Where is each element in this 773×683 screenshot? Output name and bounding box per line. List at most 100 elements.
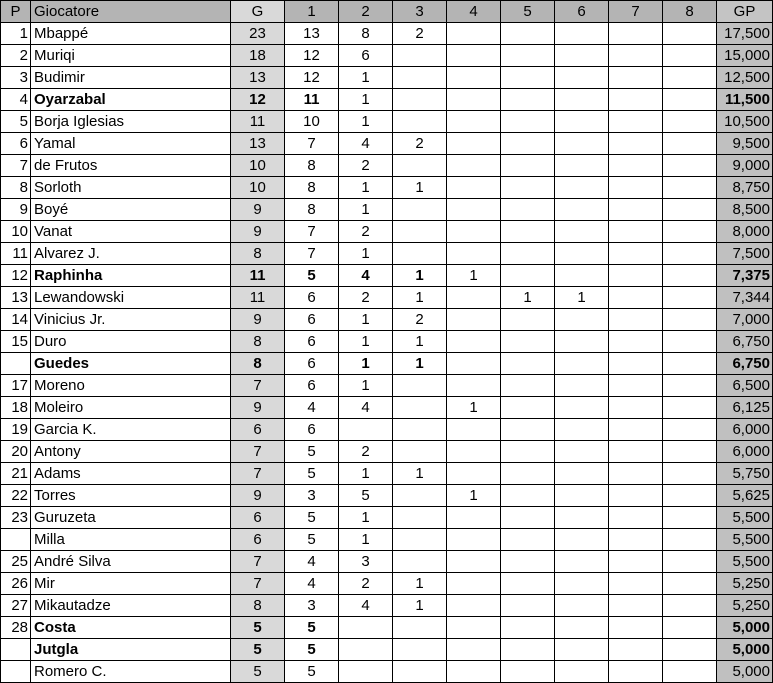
cell-p[interactable]: 3 bbox=[0, 66, 31, 89]
cell-gp[interactable]: 10,500 bbox=[716, 110, 773, 133]
cell-c6[interactable] bbox=[554, 550, 609, 573]
cell-gp[interactable]: 5,250 bbox=[716, 594, 773, 617]
cell-c8[interactable] bbox=[662, 44, 717, 67]
cell-g[interactable]: 11 bbox=[230, 110, 285, 133]
cell-c8[interactable] bbox=[662, 286, 717, 309]
cell-c1[interactable]: 5 bbox=[284, 616, 339, 639]
cell-gp[interactable]: 6,000 bbox=[716, 418, 773, 441]
cell-name[interactable]: Vanat bbox=[30, 220, 231, 243]
cell-p[interactable]: 12 bbox=[0, 264, 31, 287]
cell-name[interactable]: André Silva bbox=[30, 550, 231, 573]
cell-c2[interactable]: 1 bbox=[338, 330, 393, 353]
cell-c1[interactable]: 10 bbox=[284, 110, 339, 133]
cell-c1[interactable]: 13 bbox=[284, 22, 339, 45]
cell-c3[interactable] bbox=[392, 88, 447, 111]
cell-c3[interactable] bbox=[392, 418, 447, 441]
cell-c4[interactable] bbox=[446, 550, 501, 573]
cell-c3[interactable] bbox=[392, 638, 447, 661]
cell-g[interactable]: 9 bbox=[230, 308, 285, 331]
cell-gp[interactable]: 8,000 bbox=[716, 220, 773, 243]
cell-gp[interactable]: 5,500 bbox=[716, 550, 773, 573]
cell-c4[interactable] bbox=[446, 638, 501, 661]
cell-gp[interactable]: 8,750 bbox=[716, 176, 773, 199]
cell-c5[interactable] bbox=[500, 132, 555, 155]
cell-c1[interactable]: 6 bbox=[284, 330, 339, 353]
cell-g[interactable]: 6 bbox=[230, 418, 285, 441]
cell-c5[interactable] bbox=[500, 550, 555, 573]
cell-name[interactable]: Guruzeta bbox=[30, 506, 231, 529]
cell-c8[interactable] bbox=[662, 264, 717, 287]
cell-gp[interactable]: 7,000 bbox=[716, 308, 773, 331]
cell-c3[interactable] bbox=[392, 660, 447, 683]
cell-c8[interactable] bbox=[662, 440, 717, 463]
cell-c1[interactable]: 4 bbox=[284, 572, 339, 595]
cell-c2[interactable]: 4 bbox=[338, 132, 393, 155]
cell-c4[interactable] bbox=[446, 506, 501, 529]
cell-c5[interactable] bbox=[500, 462, 555, 485]
cell-c4[interactable] bbox=[446, 440, 501, 463]
cell-name[interactable]: Yamal bbox=[30, 132, 231, 155]
cell-gp[interactable]: 11,500 bbox=[716, 88, 773, 111]
cell-name[interactable]: Jutgla bbox=[30, 638, 231, 661]
cell-c8[interactable] bbox=[662, 132, 717, 155]
cell-c1[interactable]: 4 bbox=[284, 550, 339, 573]
cell-c8[interactable] bbox=[662, 110, 717, 133]
cell-c3[interactable] bbox=[392, 198, 447, 221]
cell-c1[interactable]: 7 bbox=[284, 242, 339, 265]
cell-g[interactable]: 5 bbox=[230, 660, 285, 683]
cell-c6[interactable] bbox=[554, 330, 609, 353]
cell-p[interactable]: 11 bbox=[0, 242, 31, 265]
cell-gp[interactable]: 9,000 bbox=[716, 154, 773, 177]
cell-g[interactable]: 6 bbox=[230, 506, 285, 529]
cell-c5[interactable] bbox=[500, 220, 555, 243]
cell-c3[interactable] bbox=[392, 66, 447, 89]
cell-c7[interactable] bbox=[608, 528, 663, 551]
cell-name[interactable]: Alvarez J. bbox=[30, 242, 231, 265]
cell-c2[interactable]: 1 bbox=[338, 198, 393, 221]
cell-c6[interactable] bbox=[554, 418, 609, 441]
cell-gp[interactable]: 7,375 bbox=[716, 264, 773, 287]
cell-name[interactable]: Moleiro bbox=[30, 396, 231, 419]
cell-c2[interactable]: 2 bbox=[338, 220, 393, 243]
cell-c5[interactable] bbox=[500, 440, 555, 463]
cell-c5[interactable] bbox=[500, 44, 555, 67]
cell-c4[interactable]: 1 bbox=[446, 264, 501, 287]
cell-c8[interactable] bbox=[662, 396, 717, 419]
cell-c1[interactable]: 12 bbox=[284, 44, 339, 67]
cell-c5[interactable] bbox=[500, 110, 555, 133]
cell-c1[interactable]: 7 bbox=[284, 220, 339, 243]
cell-c8[interactable] bbox=[662, 594, 717, 617]
cell-g[interactable]: 9 bbox=[230, 484, 285, 507]
cell-p[interactable] bbox=[0, 352, 31, 375]
cell-c5[interactable] bbox=[500, 594, 555, 617]
cell-c3[interactable] bbox=[392, 374, 447, 397]
cell-c5[interactable] bbox=[500, 264, 555, 287]
header-c8[interactable]: 8 bbox=[662, 0, 717, 23]
cell-c4[interactable] bbox=[446, 660, 501, 683]
cell-c1[interactable]: 5 bbox=[284, 660, 339, 683]
cell-c6[interactable] bbox=[554, 374, 609, 397]
cell-gp[interactable]: 17,500 bbox=[716, 22, 773, 45]
cell-c1[interactable]: 6 bbox=[284, 418, 339, 441]
cell-c2[interactable]: 2 bbox=[338, 572, 393, 595]
cell-p[interactable]: 1 bbox=[0, 22, 31, 45]
cell-c7[interactable] bbox=[608, 286, 663, 309]
cell-name[interactable]: Sorloth bbox=[30, 176, 231, 199]
cell-c6[interactable] bbox=[554, 440, 609, 463]
cell-c5[interactable] bbox=[500, 484, 555, 507]
cell-g[interactable]: 9 bbox=[230, 198, 285, 221]
cell-gp[interactable]: 5,250 bbox=[716, 572, 773, 595]
cell-c8[interactable] bbox=[662, 22, 717, 45]
cell-c1[interactable]: 5 bbox=[284, 440, 339, 463]
cell-c2[interactable]: 1 bbox=[338, 352, 393, 375]
header-c7[interactable]: 7 bbox=[608, 0, 663, 23]
cell-g[interactable]: 12 bbox=[230, 88, 285, 111]
cell-name[interactable]: Guedes bbox=[30, 352, 231, 375]
cell-c2[interactable] bbox=[338, 660, 393, 683]
cell-c6[interactable] bbox=[554, 572, 609, 595]
cell-c7[interactable] bbox=[608, 638, 663, 661]
cell-g[interactable]: 18 bbox=[230, 44, 285, 67]
header-c3[interactable]: 3 bbox=[392, 0, 447, 23]
cell-c6[interactable] bbox=[554, 22, 609, 45]
cell-c7[interactable] bbox=[608, 440, 663, 463]
